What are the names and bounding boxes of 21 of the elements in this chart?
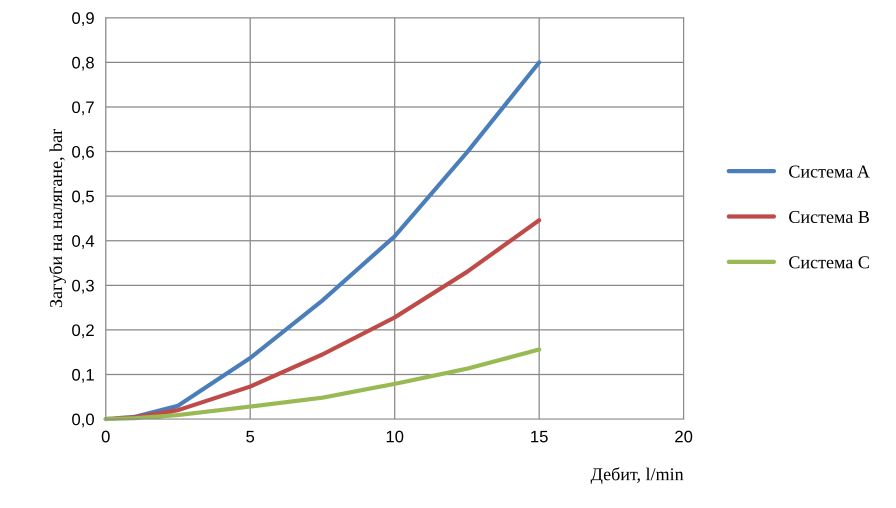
x-tick-label: 15	[531, 430, 548, 442]
y-axis-title: Загуби на налягане, bar	[49, 129, 66, 308]
y-tick-label: 0,7	[72, 101, 94, 116]
y-tick-label: 0,5	[72, 190, 94, 204]
y-tick-label: 0,8	[72, 56, 94, 71]
y-tick-label: 0,2	[72, 324, 94, 338]
x-tick-label: 5	[246, 430, 254, 442]
y-tick-label: 0,9	[72, 12, 94, 26]
y-tick-label: 0,4	[72, 235, 94, 249]
y-tick-label: 0,1	[72, 368, 94, 383]
x-tick-label: 0	[102, 430, 110, 442]
y-tick-label: 0,0	[72, 414, 94, 428]
legend-label: Система B	[789, 210, 869, 224]
y-tick-label: 0,3	[72, 280, 94, 294]
x-axis-title: Дебит, l/min	[590, 467, 684, 484]
line-series	[104, 347, 542, 422]
x-tick-label: 20	[675, 430, 692, 442]
x-tick-label: 10	[386, 430, 404, 442]
y-tick-label: 0,6	[72, 146, 94, 160]
legend-label: Система C	[789, 256, 869, 268]
legend-label: Система A	[789, 166, 870, 178]
